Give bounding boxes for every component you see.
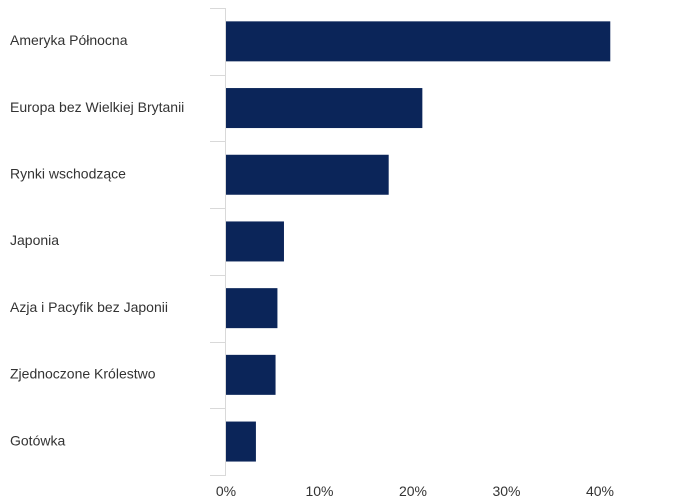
- bar: [226, 88, 423, 129]
- bar: [226, 354, 276, 395]
- bars: [226, 21, 611, 462]
- bar: [226, 21, 611, 62]
- x-tick-label: 30%: [492, 483, 520, 499]
- category-label: Azja i Pacyfik bez Japonii: [10, 299, 168, 315]
- x-tick-label: 0%: [216, 483, 236, 499]
- category-label: Gotówka: [10, 432, 65, 448]
- category-label: Rynki wschodzące: [10, 165, 126, 181]
- category-label: Ameryka Północna: [10, 32, 128, 48]
- x-tick-label: 10%: [305, 483, 333, 499]
- category-labels: Ameryka Północna Europa bez Wielkiej Bryt…: [10, 32, 184, 448]
- bar: [226, 288, 278, 329]
- bar: [226, 221, 284, 262]
- bar: [226, 421, 256, 462]
- bar: [226, 154, 389, 195]
- axes: [210, 8, 226, 476]
- category-label: Zjednoczone Królestwo: [10, 366, 156, 382]
- x-tick-label: 20%: [399, 483, 427, 499]
- x-tick-labels: 0% 10% 20% 30% 40%: [216, 483, 614, 499]
- x-tick-label: 40%: [586, 483, 614, 499]
- category-label: Japonia: [10, 232, 59, 248]
- category-label: Europa bez Wielkiej Brytanii: [10, 99, 184, 115]
